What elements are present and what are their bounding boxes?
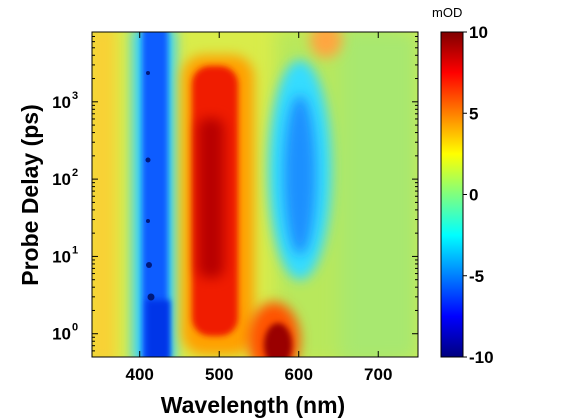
heatmap-negative-band (284, 95, 316, 255)
y-tick-label-exponent: 3 (72, 90, 78, 102)
x-axis-ticks: 400 500 600 700 (126, 32, 392, 384)
heatmap-late-time-spot (310, 32, 342, 58)
y-tick-label-exponent: 2 (72, 167, 78, 179)
heatmap-plot-area (92, 32, 418, 357)
x-axis-title: Wavelength (nm) (161, 392, 345, 418)
y-tick-label: 10 (52, 170, 71, 189)
x-tick-label: 700 (364, 365, 392, 384)
heatmap-right-green-region (340, 32, 418, 357)
colorbar-tick-label: 0 (469, 186, 478, 205)
x-tick-label: 600 (285, 365, 313, 384)
heatmap-blue-band-lower (146, 300, 170, 357)
colorbar-tick-label: -10 (469, 348, 494, 367)
y-tick-label-exponent: 1 (72, 244, 78, 256)
colorbar-gradient (440, 31, 464, 358)
y-tick-label: 10 (52, 247, 71, 266)
y-tick-label-exponent: 0 (72, 322, 78, 334)
y-tick-label: 10 (52, 93, 71, 112)
heatmap-early-time-peak-core (264, 323, 292, 357)
colorbar: mOD 10 5 0 -5 -10 (432, 5, 494, 367)
colorbar-unit: mOD (432, 5, 462, 20)
colorbar-tick-label: 10 (469, 23, 488, 42)
colorbar-ticks: 10 5 0 -5 -10 (463, 23, 494, 367)
y-axis-title: Probe Delay (ps) (17, 104, 43, 286)
heatmap-left-edge-band (92, 32, 116, 357)
plot-frame (91, 31, 419, 358)
x-tick-label: 500 (205, 365, 233, 384)
colorbar-tick-label: 5 (469, 104, 478, 123)
colorbar-tick-label: -5 (469, 267, 484, 286)
y-tick-label: 10 (52, 325, 71, 344)
heatmap-blue-band-dots (145, 71, 155, 301)
x-tick-label: 400 (126, 365, 154, 384)
heatmap-red-band-core (198, 118, 224, 278)
